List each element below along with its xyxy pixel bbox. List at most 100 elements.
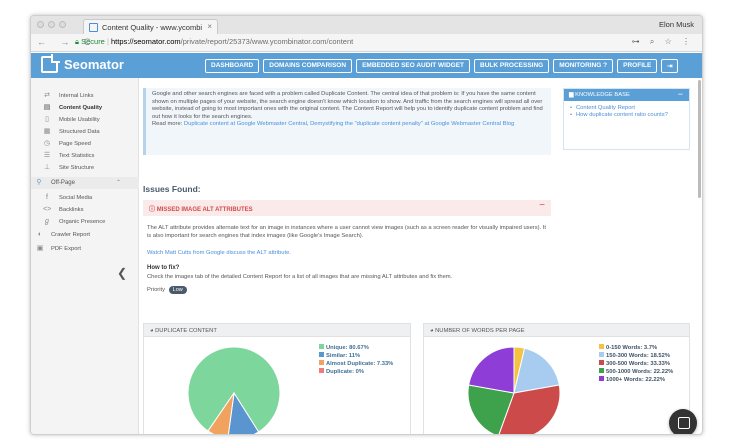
- sidebar-item-structured-data[interactable]: ▦ Structured Data: [31, 126, 139, 138]
- pie-slice-500-1000-words[interactable]: [467, 384, 515, 435]
- words-per-page-pie: [467, 346, 561, 435]
- url-path: /private/report/25373/www.ycombinator.co…: [180, 37, 354, 46]
- sidebar-item-label: Site Structure: [59, 165, 95, 171]
- tab-bar: Content Quality - www.ycombi × Elon Musk: [31, 16, 702, 34]
- legend-swatch: [599, 360, 604, 365]
- sidebar-item-content-quality[interactable]: ▤ Content Quality: [31, 102, 139, 114]
- facebook-icon: f: [46, 194, 48, 201]
- url-field[interactable]: 🔒︎ Secure | https://seomator.com/private…: [75, 37, 354, 46]
- legend-swatch: [599, 344, 604, 349]
- collapse-sidebar-icon[interactable]: ❮: [117, 266, 128, 280]
- logo-text: Seomator: [64, 57, 124, 72]
- legend-swatch: [319, 344, 324, 349]
- legend-item: 500-1000 Words: 22.22%: [599, 368, 673, 376]
- legend-label: Almost Duplicate: 7.33%: [326, 361, 394, 367]
- knowledge-base-header[interactable]: ▆ KNOWLEDGE BASE −: [564, 89, 689, 101]
- pie-slice-300-500-words[interactable]: [498, 384, 561, 435]
- legend-label: 0-150 Words: 3.7%: [606, 345, 658, 351]
- collapse-icon[interactable]: −: [539, 200, 545, 211]
- sidebar-item-crawler-report[interactable]: ◐ Crawler Report: [31, 229, 139, 241]
- browser-tab[interactable]: Content Quality - www.ycombi ×: [83, 19, 218, 34]
- logo[interactable]: Seomator: [41, 56, 124, 73]
- sidebar-item-backlinks[interactable]: <> Backlinks: [31, 204, 139, 216]
- sidebar-item-label: Text Statistics: [59, 153, 95, 159]
- chat-icon[interactable]: [669, 409, 697, 434]
- issue-header-missed-alt[interactable]: ⓘ MISSED IMAGE ALT ATTRIBUTES −: [143, 200, 551, 216]
- nav-domains-comparison-button[interactable]: DOMAINS COMPARISON: [263, 59, 353, 73]
- address-bar: ← → C 🔒︎ Secure | https://seomator.com/p…: [31, 34, 702, 52]
- secure-label: Secure: [81, 37, 105, 46]
- legend-item: 0-150 Words: 3.7%: [599, 344, 673, 352]
- app-header: Seomator DASHBOARD DOMAINS COMPARISON EM…: [31, 53, 702, 78]
- priority: Priority Low: [147, 286, 187, 294]
- clock-icon: ◷: [43, 140, 51, 147]
- read-more-label: Read more:: [152, 121, 184, 127]
- sidebar-item-label: Mobile Usability: [59, 117, 100, 123]
- duplicate-penalty-link[interactable]: Demystifying the "duplicate content pena…: [310, 121, 515, 127]
- chart-title: DUPLICATE CONTENT: [155, 328, 217, 334]
- sidebar-item-social-media[interactable]: f Social Media: [31, 192, 139, 204]
- legend-label: 300-500 Words: 33.33%: [606, 361, 671, 367]
- sidebar-item-label: Internal Links: [59, 93, 94, 99]
- nav-buttons[interactable]: ← → C: [37, 37, 97, 47]
- pdf-icon: ▣: [36, 245, 44, 252]
- legend-item: Unique: 80.67%: [319, 344, 393, 352]
- sidebar-item-page-speed[interactable]: ◷ Page Speed: [31, 138, 139, 150]
- knowledge-base-panel: ▆ KNOWLEDGE BASE − Content Quality Repor…: [563, 88, 690, 150]
- sidebar-item-site-structure[interactable]: ⊥ Site Structure: [31, 162, 139, 174]
- logout-icon[interactable]: ⇥: [661, 59, 679, 73]
- duplicate-content-link[interactable]: Duplicate content at Google Webmaster Ce…: [183, 121, 307, 127]
- sidebar-item-label: Page Speed: [59, 141, 91, 147]
- link-icon: ⚲: [36, 179, 42, 186]
- tab-title: Content Quality - www.ycombi: [102, 23, 203, 32]
- duplicate-content-pie: [187, 346, 281, 435]
- sidebar-item-mobile-usability[interactable]: ▯ Mobile Usability: [31, 114, 139, 126]
- sidebar: ⇄ Internal Links ▤ Content Quality ▯ Mobile…: [31, 78, 139, 434]
- sidebar-item-pdf-export[interactable]: ▣ PDF Export: [31, 243, 139, 255]
- legend-item: 150-300 Words: 18.52%: [599, 352, 673, 360]
- kb-link-content-quality[interactable]: Content Quality Report: [570, 105, 689, 112]
- scrollbar[interactable]: [696, 78, 702, 198]
- legend-label: 1000+ Words: 22.22%: [606, 377, 666, 383]
- words-per-page-card: ◕ NUMBER OF WORDS PER PAGE 0-150 Words: …: [423, 323, 690, 435]
- sitemap-icon: ⊥: [43, 164, 51, 171]
- sidebar-item-label: PDF Export: [51, 246, 81, 252]
- pie-slice-similar[interactable]: [227, 391, 260, 435]
- window-controls[interactable]: [37, 21, 66, 28]
- chevron-up-icon: ⌃: [116, 180, 122, 186]
- legend-item: Similar: 11%: [319, 352, 393, 360]
- pie-slice-almost-duplicate[interactable]: [207, 392, 235, 435]
- nav-dashboard-button[interactable]: DASHBOARD: [205, 59, 260, 73]
- info-icon: ⓘ: [149, 207, 156, 213]
- logo-icon: [41, 56, 58, 73]
- legend-item: Almost Duplicate: 7.33%: [319, 360, 393, 368]
- pie-slice-1000-words[interactable]: [468, 346, 515, 394]
- legend-swatch: [599, 352, 604, 357]
- sidebar-item-label: Organic Presence: [59, 219, 106, 225]
- sidebar-section-off-page[interactable]: ⚲ Off-Page ⌃: [31, 177, 139, 189]
- favicon-icon: [89, 23, 98, 32]
- profile-name[interactable]: Elon Musk: [658, 20, 694, 29]
- chart-icon: ◕: [150, 328, 156, 334]
- sidebar-item-internal-links[interactable]: ⇄ Internal Links: [31, 90, 139, 102]
- pie-slice-unique[interactable]: [187, 346, 281, 433]
- collapse-icon[interactable]: −: [677, 89, 683, 99]
- kb-link-duplicate-ratio[interactable]: How duplicate content ratio counts?: [570, 112, 689, 119]
- mobile-icon: ▯: [45, 116, 49, 123]
- legend-swatch: [599, 368, 604, 373]
- nav-embedded-widget-button[interactable]: EMBEDDED SEO AUDIT WIDGET: [356, 59, 471, 73]
- legend-swatch: [319, 360, 324, 365]
- legend-item: 1000+ Words: 22.22%: [599, 376, 673, 384]
- text-icon: ☰: [43, 152, 51, 159]
- sidebar-item-organic-presence[interactable]: ℊ Organic Presence: [31, 216, 139, 228]
- nav-bulk-processing-button[interactable]: BULK PROCESSING: [474, 59, 550, 73]
- nav-monitoring-button[interactable]: MONITORING ?: [553, 59, 614, 73]
- sidebar-item-text-statistics[interactable]: ☰ Text Statistics: [31, 150, 139, 162]
- address-bar-icons[interactable]: ⊶ ⌕ ☆ ⋮: [631, 37, 694, 46]
- main-nav: DASHBOARD DOMAINS COMPARISON EMBEDDED SE…: [205, 59, 679, 73]
- book-icon: ▆: [569, 92, 576, 98]
- pie-slice-150-300-words[interactable]: [513, 347, 560, 394]
- nav-profile-button[interactable]: PROFILE: [617, 59, 658, 73]
- tab-close-icon[interactable]: ×: [207, 22, 212, 31]
- watch-video-link[interactable]: Watch Matt Cutts from Google discuss the…: [147, 250, 291, 256]
